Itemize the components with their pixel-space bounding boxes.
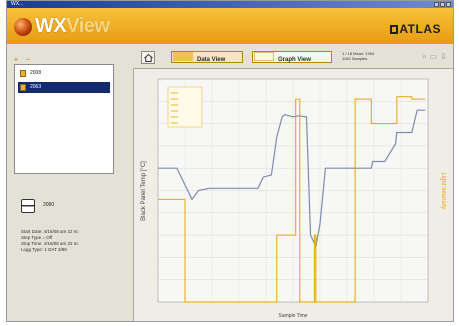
plus-icon[interactable]: + [13, 55, 19, 64]
file-tree[interactable]: 2008 2063 [14, 64, 114, 174]
series-group [158, 96, 426, 303]
graph-view-swatch [254, 52, 274, 61]
minus-icon[interactable]: − [25, 55, 31, 64]
data-view-swatch [173, 52, 193, 61]
device-entry[interactable]: 2060 [17, 197, 112, 215]
info-line: Stop Time: 4/16/08 am 22 nc [21, 241, 79, 246]
tab-data-view[interactable]: Data View [171, 51, 243, 63]
tree-item-label: 2008 [30, 70, 42, 76]
legend [167, 86, 203, 128]
app-window: WX... WXView ATLAS + − 2008 2063 2060 Sta… [6, 0, 454, 322]
series-line-temperature [158, 109, 426, 249]
maximize-button[interactable] [440, 2, 445, 7]
sample-info: 1 / 18 Mean: 1994 1169 Samples [342, 51, 374, 61]
zoom-icon[interactable]: ⌕ [422, 52, 427, 61]
log-info: Start Date: 4/16/08 am 22 nc Step Type =… [21, 229, 113, 253]
grid-lines [158, 79, 428, 302]
chart-panel: Black Panel Temp [°C] Light Intensity Sa… [133, 68, 454, 321]
device-icon [21, 199, 35, 213]
y2-axis-label: Light Intensity [440, 172, 446, 209]
file-icon [20, 70, 26, 77]
home-button[interactable] [141, 51, 155, 64]
home-icon [144, 54, 153, 62]
app-banner: WXView ATLAS [7, 8, 453, 44]
sample-info-line1: 1 / 18 Mean: 1994 [342, 51, 375, 56]
tab-graph-view[interactable]: Graph View [252, 51, 332, 63]
print-icon[interactable]: ▭ [429, 52, 438, 61]
brand-name: ATLAS [399, 22, 441, 36]
title-bar: WX... [7, 1, 453, 8]
line-chart[interactable]: Black Panel Temp [°C] Light Intensity Sa… [134, 69, 454, 321]
view-toolbar: Data View Graph View 1 / 18 Mean: 1994 1… [137, 50, 451, 66]
brand-logo: ATLAS [390, 22, 441, 36]
info-line: Start Date: 4/16/08 am 22 nc [21, 229, 79, 234]
app-name: WXView [35, 15, 110, 38]
window-title: WX... [11, 1, 24, 7]
export-icon[interactable]: ⇩ [440, 52, 447, 61]
legend-box [167, 86, 203, 128]
tab-data-view-label: Data View [197, 57, 226, 63]
tab-graph-view-label: Graph View [278, 57, 311, 63]
sample-info-line2: 1169 Samples [342, 56, 368, 61]
y-axis-label: Black Panel Temp [°C] [141, 161, 147, 221]
tree-toolbar: + − [12, 49, 36, 64]
chart-tools: ⌕ ▭ ⇩ [419, 52, 447, 62]
tree-item-2008[interactable]: 2008 [18, 68, 110, 79]
app-name-light: View [66, 15, 110, 37]
x-axis-label: Sample Time [278, 313, 307, 319]
info-line: Step Type = Off [21, 235, 53, 240]
minimize-button[interactable] [434, 2, 439, 7]
info-line: Logg Type: 1 DAT 3/89 [21, 247, 67, 252]
app-name-bold: WX [35, 15, 67, 37]
tree-item-2063[interactable]: 2063 [18, 82, 110, 93]
close-button[interactable] [446, 2, 451, 7]
series-line-light [158, 96, 426, 303]
brand-mark-icon [390, 25, 399, 34]
device-label: 2060 [43, 202, 55, 208]
file-icon [20, 84, 26, 91]
app-logo-icon [14, 18, 32, 36]
tree-item-label: 2063 [30, 84, 42, 90]
